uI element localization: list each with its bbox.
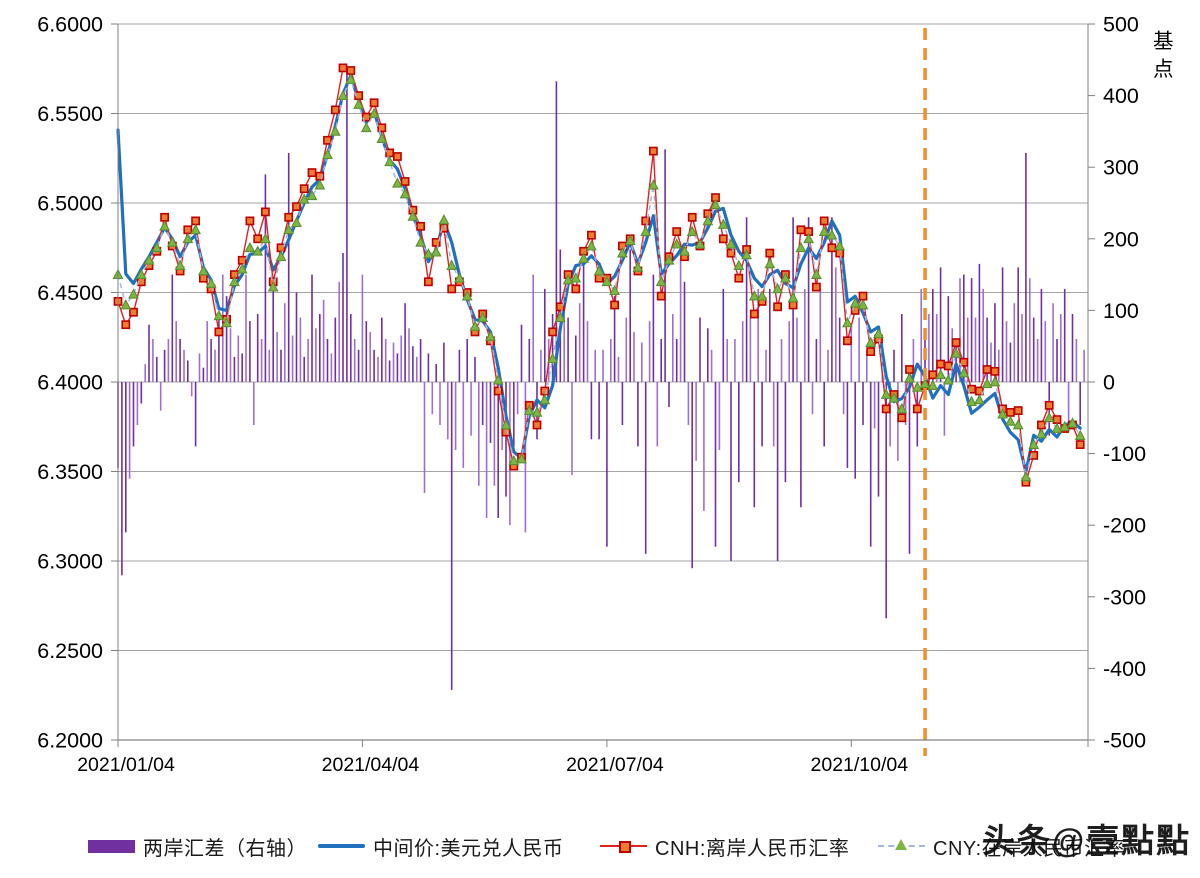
svg-text:0: 0 [1103, 371, 1115, 395]
square-marker-swatch-icon [600, 839, 647, 853]
svg-text:-300: -300 [1103, 585, 1146, 609]
legend-swatch-mid [318, 844, 365, 848]
cny-series [112, 73, 1086, 482]
svg-text:6.2500: 6.2500 [37, 639, 103, 663]
svg-text:6.5500: 6.5500 [37, 102, 103, 126]
legend-item-spread: 两岸汇差（右轴） [88, 832, 307, 860]
svg-text:6.2000: 6.2000 [37, 729, 103, 753]
svg-text:2021/10/04: 2021/10/04 [811, 754, 909, 776]
svg-text:6.4500: 6.4500 [37, 281, 103, 305]
svg-text:6.6000: 6.6000 [37, 13, 103, 37]
triangle-marker-swatch-icon [878, 839, 925, 853]
spread-bars-series [117, 67, 1085, 690]
legend-swatch-bars [88, 840, 135, 853]
svg-text:300: 300 [1103, 156, 1139, 180]
legend-label-mid: 中间价:美元兑人民币 [373, 837, 564, 860]
legend-item-mid: 中间价:美元兑人民币 [318, 832, 564, 860]
svg-text:-200: -200 [1103, 514, 1146, 538]
svg-text:400: 400 [1103, 84, 1139, 108]
right-axis-unit-label: 基点 [1153, 30, 1174, 81]
svg-text:2021/01/04: 2021/01/04 [77, 754, 175, 776]
legend-label-spread: 两岸汇差（右轴） [143, 837, 307, 860]
bar-swatch-icon [88, 839, 135, 853]
svg-text:6.5000: 6.5000 [37, 192, 103, 216]
axes [111, 23, 1095, 747]
line-swatch-icon [318, 839, 365, 853]
svg-text:-400: -400 [1103, 657, 1146, 681]
axis-labels: 6.6000 6.5500 6.5000 6.4500 6.4000 6.3500 6.30… [37, 13, 1173, 777]
svg-text:-100: -100 [1103, 442, 1146, 466]
svg-text:6.3500: 6.3500 [37, 460, 103, 484]
legend-swatch-cnh-marker [619, 841, 631, 853]
svg-text:6.3000: 6.3000 [37, 550, 103, 574]
svg-text:2021/07/04: 2021/07/04 [566, 754, 664, 776]
watermark-logo: 头条@壹點點 [982, 822, 1192, 859]
svg-text:100: 100 [1103, 299, 1139, 323]
legend-label-cny: CNY:在岸人民币汇率 [933, 837, 1126, 860]
gridlines [118, 23, 1088, 651]
legend-label-cnh: CNH:离岸人民币汇率 [655, 837, 850, 860]
svg-text:500: 500 [1103, 13, 1139, 37]
legend-item-cny: CNY:在岸人民币汇率 [878, 832, 1125, 860]
legend-item-cnh: CNH:离岸人民币汇率 [600, 832, 849, 860]
svg-text:-500: -500 [1103, 729, 1146, 753]
svg-text:2021/04/04: 2021/04/04 [322, 754, 420, 776]
svg-text:6.4000: 6.4000 [37, 371, 103, 395]
legend-swatch-cny-marker [895, 839, 907, 850]
svg-text:200: 200 [1103, 227, 1139, 251]
